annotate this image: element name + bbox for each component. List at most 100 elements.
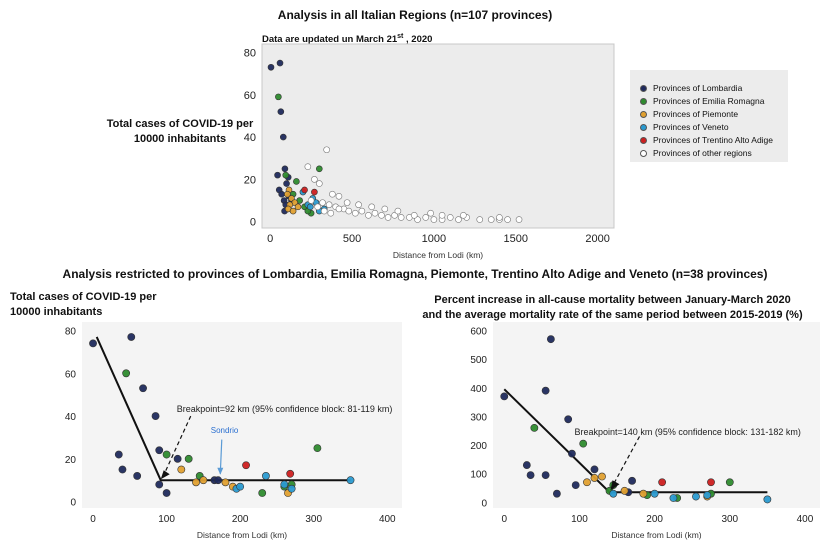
data-point	[118, 465, 127, 474]
y-tick-label: 20	[65, 455, 77, 466]
x-tick-label: 200	[232, 514, 249, 525]
data-point	[620, 486, 629, 495]
data-point	[371, 209, 379, 217]
data-point	[455, 216, 462, 223]
legend-item: Provinces of Veneto	[640, 121, 729, 133]
x-tick-label: 300	[721, 514, 738, 525]
legend-label: Provinces of Lombardia	[653, 83, 743, 93]
data-point	[287, 484, 296, 493]
data-point	[397, 214, 405, 221]
data-point	[139, 384, 147, 393]
x-tick-label: 100	[571, 514, 588, 525]
data-point	[343, 199, 351, 206]
y-tick-label: 0	[70, 498, 76, 509]
data-point	[504, 216, 511, 223]
data-point	[522, 461, 531, 469]
y-tick-label: 0	[481, 498, 487, 509]
x-tick-label: 200	[646, 514, 663, 525]
x-tick-label: 0	[501, 514, 507, 525]
legend-item: Provinces of Emilia Romagna	[640, 95, 765, 107]
data-point	[122, 369, 131, 378]
data-point	[628, 476, 636, 485]
data-point	[276, 59, 284, 67]
data-point	[284, 190, 291, 198]
data-point	[571, 481, 580, 490]
data-point	[274, 171, 281, 179]
legend-label: Provinces of Veneto	[653, 122, 729, 132]
data-point	[278, 190, 285, 198]
legend-item: Provinces of Lombardia	[640, 82, 742, 94]
data-point	[262, 472, 270, 480]
data-point	[311, 188, 318, 196]
legend-item: Provinces of Trentino Alto Adige	[640, 134, 773, 146]
data-point	[725, 478, 734, 487]
arrow-head	[610, 480, 620, 491]
data-point	[446, 214, 454, 221]
data-point	[410, 212, 418, 219]
data-point	[306, 203, 314, 211]
data-point	[692, 492, 700, 501]
data-point	[476, 216, 484, 223]
legend-label: Provinces of other regions	[653, 148, 752, 158]
breakpoint-arrow	[612, 436, 641, 485]
y-tick-label: 0	[250, 217, 256, 229]
data-point	[552, 489, 561, 498]
bottom-right-y-axis-label: Percent increase in all-cause mortality …	[422, 294, 803, 321]
data-point	[327, 209, 335, 217]
data-point	[365, 212, 372, 219]
data-point	[173, 454, 182, 463]
y-tick-label: 60	[65, 369, 77, 380]
data-point	[162, 450, 171, 459]
sondrio-label: Sondrio	[211, 426, 239, 435]
data-point	[221, 478, 230, 487]
data-point	[526, 471, 535, 479]
x-axis-label: Distance from Lodi (km)	[393, 250, 483, 260]
data-point	[294, 203, 302, 211]
breakpoint-arrow	[163, 415, 192, 476]
data-point	[293, 178, 300, 185]
data-point	[323, 146, 330, 154]
data-point	[151, 412, 160, 420]
data-point	[192, 478, 200, 487]
data-point	[316, 165, 323, 173]
x-tick-label: 2000	[585, 233, 609, 245]
data-point	[162, 489, 171, 497]
x-tick-label: 0	[267, 233, 273, 245]
plot-area	[261, 43, 615, 229]
data-point	[282, 171, 290, 179]
data-point	[639, 489, 648, 498]
data-point	[394, 207, 402, 215]
legend-marker	[640, 124, 647, 132]
legend-label: Provinces of Emilia Romagna	[653, 96, 765, 106]
data-point	[568, 449, 576, 458]
data-point	[541, 471, 550, 479]
data-point	[199, 476, 208, 485]
legend-marker	[640, 111, 647, 119]
plot-area	[493, 322, 820, 508]
data-point	[564, 415, 573, 424]
data-point	[579, 439, 588, 448]
data-point	[127, 333, 136, 341]
y-tick-label: 20	[244, 174, 256, 186]
data-point	[609, 489, 618, 498]
x-tick-label: 1000	[422, 233, 446, 245]
breakpoint-annotation: Breakpoint=92 km (95% confidence block: …	[177, 404, 393, 414]
data-point	[703, 491, 712, 500]
sondrio-arrow-head	[217, 467, 224, 475]
legend-item: Provinces of Piemonte	[640, 108, 738, 120]
data-point	[289, 207, 297, 215]
data-point	[307, 197, 315, 204]
data-point	[275, 93, 282, 101]
data-point	[669, 494, 678, 502]
data-point	[384, 214, 392, 221]
data-point	[236, 482, 245, 491]
data-point	[325, 201, 333, 209]
data-point	[319, 199, 326, 206]
y-tick-label: 40	[244, 132, 256, 144]
data-point	[89, 339, 97, 348]
data-point	[214, 476, 222, 485]
segmented-fit-line	[95, 336, 351, 482]
data-update-note: Data are updated un March 21st , 2020	[262, 33, 433, 46]
data-point	[707, 478, 715, 487]
data-point	[422, 214, 430, 221]
